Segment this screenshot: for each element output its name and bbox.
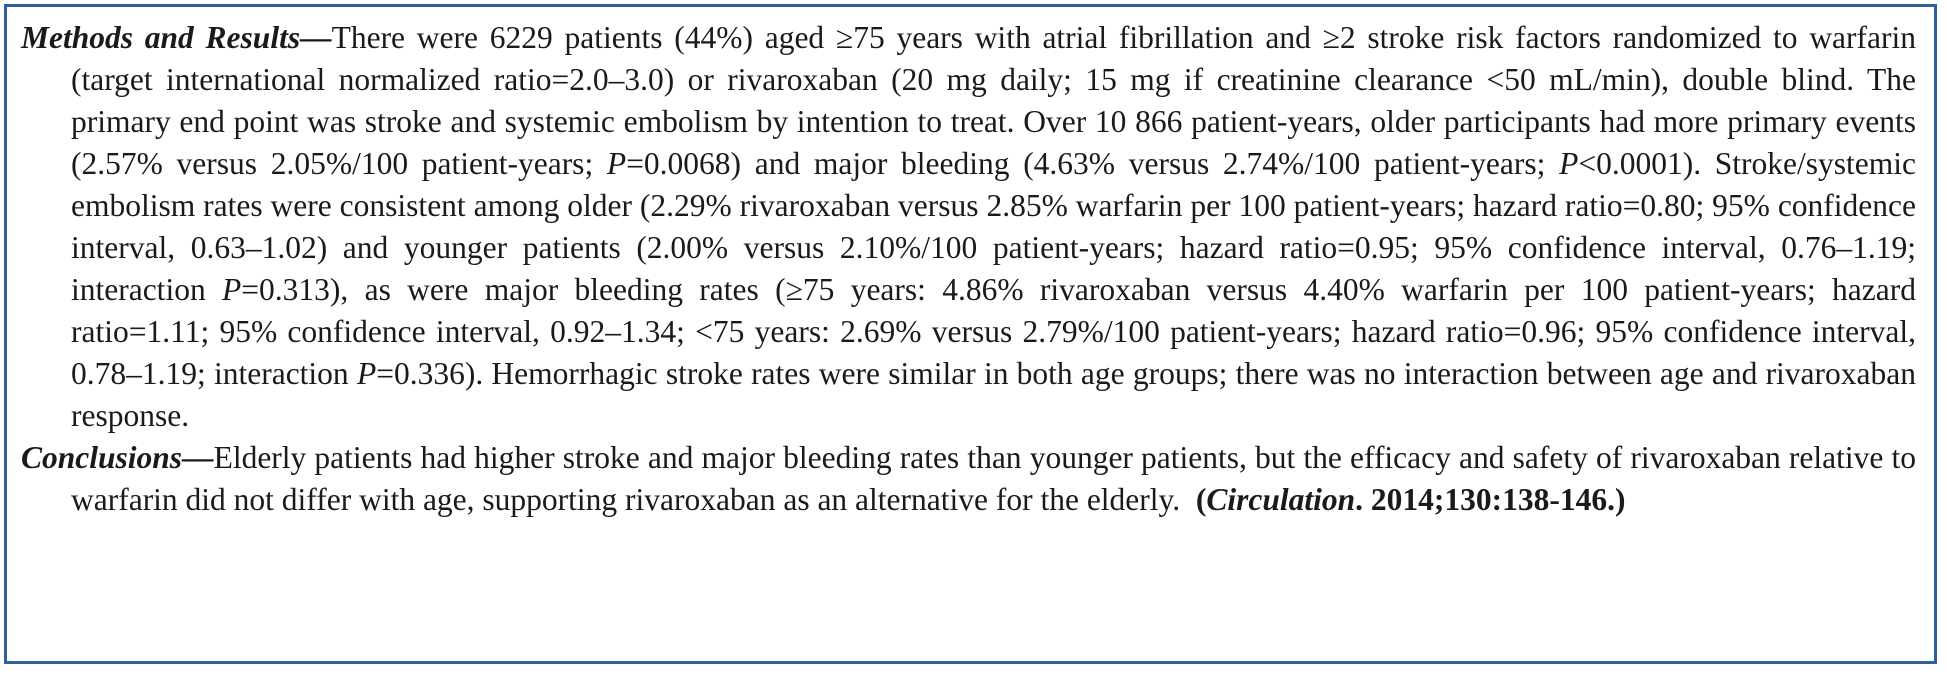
- methods-text-3: <0.0001). Stroke/systemic embolism rates…: [71, 146, 1916, 307]
- conclusions-text: Elderly patients had higher stroke and m…: [71, 440, 1924, 517]
- conclusions-paragraph: Conclusions—Elderly patients had higher …: [21, 437, 1916, 521]
- methods-text-1: There were 6229 patients (44%) aged ≥75 …: [71, 20, 1916, 181]
- conclusions-dash: —: [182, 440, 214, 475]
- conclusions-heading: Conclusions: [21, 440, 183, 475]
- methods-results-dash: —: [300, 20, 332, 55]
- citation: (Circulation. 2014;130:138-146.): [1196, 482, 1626, 517]
- citation-open-paren: (: [1195, 482, 1207, 517]
- p-value-label: P: [1559, 146, 1579, 181]
- methods-results-paragraph: Methods and Results—There were 6229 pati…: [21, 17, 1916, 437]
- p-value-label: P: [222, 272, 242, 307]
- abstract-body: Methods and Results—There were 6229 pati…: [21, 17, 1916, 521]
- citation-details: . 2014;130:138-146.): [1355, 482, 1626, 517]
- methods-text-2: =0.0068) and major bleeding (4.63% versu…: [626, 146, 1560, 181]
- methods-text-4: =0.313), as were major bleeding rates (≥…: [71, 272, 1916, 391]
- methods-results-heading: Methods and Results: [21, 20, 301, 55]
- citation-journal: Circulation: [1206, 482, 1356, 517]
- p-value-label: P: [606, 146, 627, 181]
- abstract-frame: Methods and Results—There were 6229 pati…: [4, 4, 1937, 664]
- methods-text-5: =0.336). Hemorrhagic stroke rates were s…: [71, 356, 1916, 433]
- p-value-label: P: [356, 356, 377, 391]
